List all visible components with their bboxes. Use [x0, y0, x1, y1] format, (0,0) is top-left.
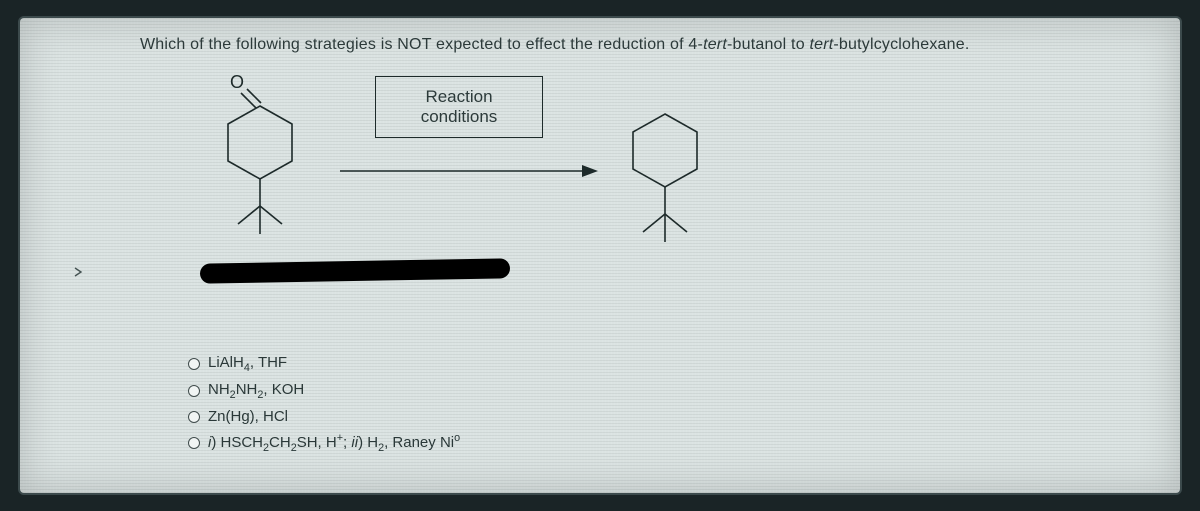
product-structure: [610, 104, 720, 274]
box-line2: conditions: [421, 107, 498, 127]
answer-options: LiAlH4, THF NH2NH2, KOH Zn(Hg), HCl i) H…: [188, 354, 1152, 454]
radio-icon: [188, 385, 200, 397]
q-ital1: tert: [703, 36, 727, 53]
starting-material-structure: O: [200, 66, 320, 256]
radio-icon: [188, 411, 200, 423]
box-line1: Reaction: [425, 87, 492, 107]
option-b-label: NH2NH2, KOH: [208, 381, 304, 401]
reaction-scheme: O Reaction conditions: [140, 76, 1152, 286]
option-a-label: LiAlH4, THF: [208, 354, 287, 374]
q-suffix: -butylcyclohexane.: [833, 36, 969, 53]
svg-text:O: O: [230, 72, 244, 92]
option-d-label: i) HSCH2CH2SH, H+; ii) H2, Raney Nio: [208, 432, 460, 454]
redacted-mark: [200, 258, 510, 283]
q-ital2: tert: [809, 36, 833, 53]
option-d[interactable]: i) HSCH2CH2SH, H+; ii) H2, Raney Nio: [188, 432, 1152, 454]
reaction-arrow: [340, 161, 600, 181]
q-mid: -butanol to: [727, 36, 809, 53]
option-c[interactable]: Zn(Hg), HCl: [188, 408, 1152, 425]
question-text: Which of the following strategies is NOT…: [140, 36, 1152, 54]
q-prefix: Which of the following strategies is NOT…: [140, 36, 703, 53]
radio-icon: [188, 358, 200, 370]
option-a[interactable]: LiAlH4, THF: [188, 354, 1152, 374]
option-c-label: Zn(Hg), HCl: [208, 408, 288, 425]
option-b[interactable]: NH2NH2, KOH: [188, 381, 1152, 401]
reaction-conditions-box: Reaction conditions: [375, 76, 543, 138]
radio-icon: [188, 437, 200, 449]
chevron-icon: [72, 266, 84, 281]
